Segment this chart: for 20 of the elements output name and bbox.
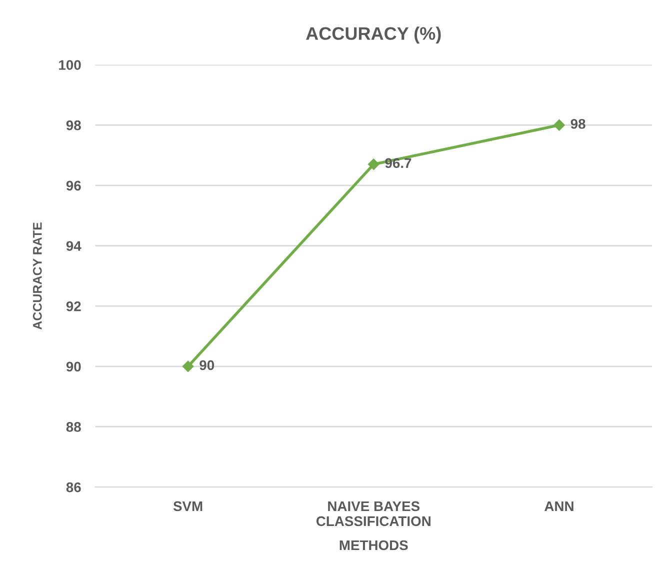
x-axis-title: METHODS xyxy=(340,540,408,550)
y-tick-label: 90 xyxy=(66,362,81,372)
y-tick-label: 96 xyxy=(66,180,81,191)
x-tick-label: ANN xyxy=(544,501,574,512)
data-label: 90 xyxy=(200,360,214,370)
x-tick-label: NAIVE BAYES CLASSIFICATION xyxy=(316,501,430,526)
point xyxy=(368,158,380,170)
y-tick-label: 94 xyxy=(66,241,82,251)
x-tick-label: SVM xyxy=(173,501,202,512)
y-tick-label: 100 xyxy=(59,60,81,70)
y-tick-label: 88 xyxy=(66,422,81,432)
data-label: 96.7 xyxy=(385,158,412,168)
chart-title: ACCURACY (%) xyxy=(306,26,441,44)
y-tick-label: 98 xyxy=(66,120,81,130)
point xyxy=(182,360,194,372)
y-axis-title: ACCURACY RATE xyxy=(32,222,42,330)
y-tick-label: 86 xyxy=(66,482,81,492)
point xyxy=(554,119,565,131)
y-tick-label: 92 xyxy=(66,301,81,312)
data-label: 98 xyxy=(570,118,586,129)
